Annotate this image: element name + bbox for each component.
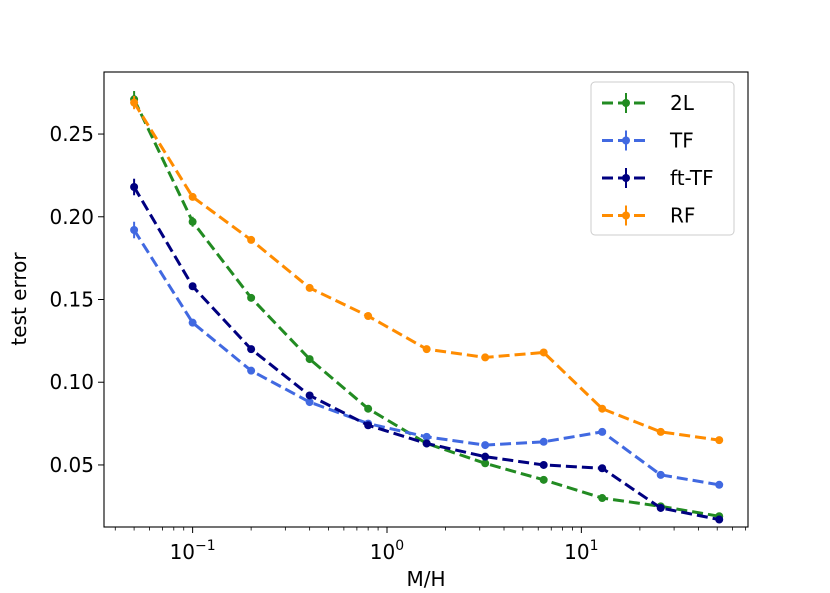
legend-label: 2L [670,91,695,115]
legend-entry: TF [602,129,694,153]
data-point [364,421,373,430]
data-point [598,404,607,413]
data-point [539,348,548,357]
y-tick-label: 0.20 [49,205,94,229]
legend-entries: 2L TF ft-TF RF [602,91,714,228]
legend-marker [622,211,630,220]
data-point [598,464,607,473]
data-point [481,441,490,450]
data-point [130,98,139,107]
data-point [305,283,314,292]
data-point [715,436,724,445]
x-tick-label: 100 [370,538,404,564]
data-point [715,515,724,524]
y-tick-label: 0.25 [49,122,94,146]
series-rf [130,95,724,445]
x-tick-label: 101 [564,538,598,564]
data-point [364,312,373,321]
legend-box [590,81,735,236]
data-point [247,366,256,375]
legend-marker [622,174,630,182]
data-point [598,427,607,436]
y-axis-label: test error [7,252,31,346]
data-point [656,503,665,512]
data-point [305,355,314,364]
data-point [188,318,197,327]
data-point [247,345,256,354]
data-point [481,459,490,468]
data-point [247,235,256,244]
data-point [656,427,665,436]
data-point [130,182,139,191]
data-point [715,480,724,489]
data-point [656,470,665,479]
data-point [305,391,314,400]
data-point [481,452,490,461]
data-point [188,192,197,201]
legend-entry: 2L [602,91,695,115]
y-tick-label: 0.10 [49,370,94,394]
y-tick-label: 0.05 [49,453,94,477]
data-point [422,439,431,448]
y-tick-label: 0.15 [49,288,94,312]
data-point [422,345,431,354]
data-point [598,494,607,503]
y-axis-ticks: 0.05 0.10 0.15 0.20 0.25 [49,122,104,477]
data-point [188,217,197,226]
data-point [305,398,314,407]
series-ft-tf [130,178,724,524]
x-tick-label: 10−1 [170,538,216,564]
legend-label: RF [670,204,695,228]
series-2l [130,91,724,521]
data-point [422,432,431,441]
x-axis-ticks: 10−1 100 101 [114,527,747,564]
plot-series [130,91,724,524]
legend-label: TF [669,129,694,153]
data-point [481,353,490,362]
data-point [539,437,548,446]
data-point [247,293,256,302]
x-axis-label: M/H [406,567,445,591]
legend-marker [622,136,630,145]
data-point [364,404,373,413]
data-point [539,475,548,484]
series-line [132,98,720,518]
data-point [539,460,548,469]
data-point [130,226,139,235]
data-point [188,282,197,291]
legend-label: ft-TF [670,166,714,190]
legend-entry: ft-TF [602,166,714,190]
legend-marker [622,99,630,107]
legend-entry: RF [602,204,695,228]
legend: 2L TF ft-TF RF [590,81,735,236]
